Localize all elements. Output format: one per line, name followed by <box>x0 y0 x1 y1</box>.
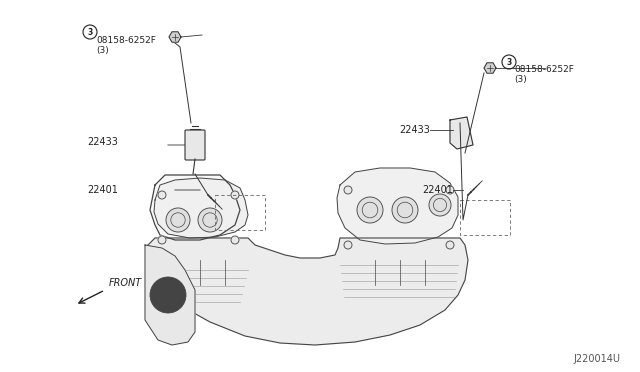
Text: 08158-6252F
(3): 08158-6252F (3) <box>96 36 156 55</box>
Polygon shape <box>484 63 496 73</box>
Text: 3: 3 <box>88 28 93 36</box>
Circle shape <box>158 236 166 244</box>
Text: FRONT: FRONT <box>109 278 142 288</box>
Circle shape <box>357 197 383 223</box>
Text: 22433: 22433 <box>399 125 430 135</box>
Circle shape <box>166 208 190 232</box>
Circle shape <box>429 194 451 216</box>
Text: J220014U: J220014U <box>573 354 620 364</box>
Circle shape <box>344 186 352 194</box>
Circle shape <box>392 197 418 223</box>
Polygon shape <box>150 175 240 240</box>
Circle shape <box>231 236 239 244</box>
Polygon shape <box>148 238 468 345</box>
Text: 22433: 22433 <box>87 137 118 147</box>
Polygon shape <box>450 117 473 149</box>
Circle shape <box>344 241 352 249</box>
Circle shape <box>446 186 454 194</box>
FancyBboxPatch shape <box>185 130 205 160</box>
Circle shape <box>158 191 166 199</box>
Circle shape <box>446 241 454 249</box>
Circle shape <box>150 277 186 313</box>
Text: 22401: 22401 <box>87 185 118 195</box>
Polygon shape <box>145 245 195 345</box>
Polygon shape <box>337 168 458 244</box>
Polygon shape <box>169 32 181 42</box>
Polygon shape <box>154 178 248 238</box>
Text: 3: 3 <box>506 58 511 67</box>
Circle shape <box>198 208 222 232</box>
Circle shape <box>231 191 239 199</box>
Text: 08158-6252F
(3): 08158-6252F (3) <box>514 65 574 84</box>
Text: 22401: 22401 <box>422 185 453 195</box>
